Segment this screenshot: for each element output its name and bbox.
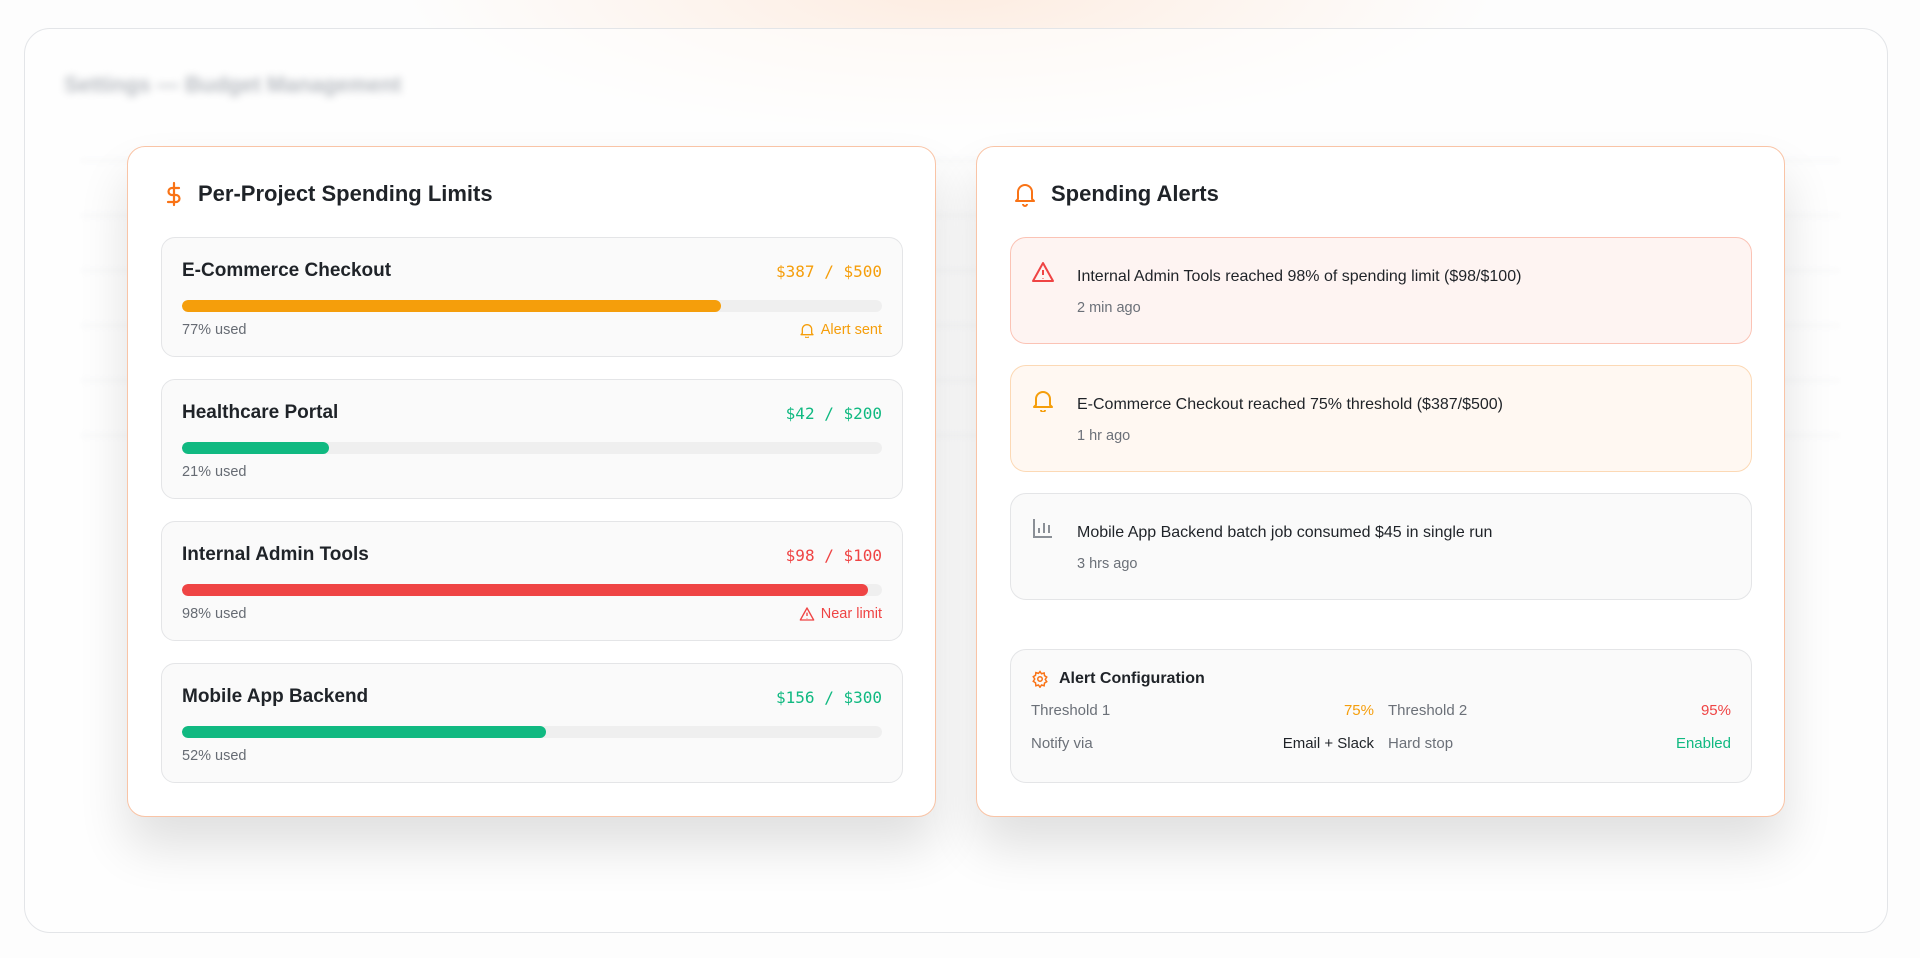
hard-stop[interactable]: Hard stop Enabled [1388,735,1731,752]
alert-time: 2 min ago [1077,300,1141,316]
config-title: Alert Configuration [1059,670,1205,687]
threshold-2-label: Threshold 2 [1388,702,1468,719]
usage-progress-fill [182,300,721,312]
project-name: Mobile App Backend [182,686,369,707]
background-table [80,160,1840,490]
gear-icon [1031,670,1049,688]
project-amount: $98 / $100 [785,545,882,565]
threshold-1-label: Threshold 1 [1031,702,1111,719]
project-amount: $156 / $300 [776,687,882,707]
threshold-2-value: 95% [1700,702,1731,719]
project-limit-row[interactable]: Healthcare Portal $42 / $200 21% used [161,379,903,499]
bell-icon [1031,388,1055,412]
alert-time: 3 hrs ago [1077,556,1138,572]
project-amount: $387 / $500 [776,261,882,281]
project-limit-row[interactable]: E-Commerce Checkout $387 / $500 77% used A… [161,237,903,357]
warning-icon [799,606,815,622]
usage-progress-fill [182,442,329,454]
project-limit-row[interactable]: Internal Admin Tools $98 / $100 98% used N… [161,521,903,641]
usage-percent: 77% used [182,322,247,338]
bar-chart-icon [1031,516,1055,540]
threshold-1-value: 75% [1343,702,1374,719]
alert-item[interactable]: E-Commerce Checkout reached 75% threshol… [1010,365,1752,472]
bell-icon [799,322,815,338]
project-name: Internal Admin Tools [182,544,369,565]
hard-stop-value: Enabled [1675,735,1731,752]
alert-item[interactable]: Mobile App Backend batch job consumed $4… [1010,493,1752,600]
alert-message: Mobile App Backend batch job consumed $4… [1077,524,1493,541]
alert-item[interactable]: Internal Admin Tools reached 98% of spen… [1010,237,1752,344]
notify-label: Notify via [1031,735,1093,752]
alert-message: Internal Admin Tools reached 98% of spen… [1077,268,1522,285]
alert-message: E-Commerce Checkout reached 75% threshol… [1077,396,1504,413]
status-flag-label: Near limit [820,606,882,622]
spending-alerts-card: Spending Alerts Internal Admin Tools rea… [976,146,1785,817]
status-flag: Alert sent [799,322,882,338]
usage-progress-fill [182,726,546,738]
warning-icon [1031,260,1055,284]
usage-progress-bar [182,584,882,596]
project-limit-row[interactable]: Mobile App Backend $156 / $300 52% used [161,663,903,783]
project-name: Healthcare Portal [182,402,339,423]
usage-percent: 98% used [182,606,247,622]
threshold-2[interactable]: Threshold 2 95% [1388,702,1731,719]
notify-value: Email + Slack [1282,735,1374,752]
project-amount: $42 / $200 [785,403,882,423]
usage-percent: 21% used [182,464,247,480]
usage-progress-bar [182,300,882,312]
dollar-icon [164,181,184,207]
usage-percent: 52% used [182,748,247,764]
status-flag-label: Alert sent [820,322,882,338]
notify-via[interactable]: Notify via Email + Slack [1031,735,1374,752]
status-flag: Near limit [799,606,882,622]
project-name: E-Commerce Checkout [182,260,392,281]
background-page-title: Settings — Budget Management [64,72,402,97]
threshold-1[interactable]: Threshold 1 75% [1031,702,1374,719]
usage-progress-bar [182,726,882,738]
spending-limits-card: Per-Project Spending Limits E-Commerce C… [127,146,936,817]
card-title: Per-Project Spending Limits [198,181,493,206]
alert-time: 1 hr ago [1077,428,1131,444]
hard-stop-label: Hard stop [1388,735,1454,752]
alert-configuration: Alert Configuration Threshold 1 75% Thres… [1010,649,1752,783]
bell-icon [1013,181,1037,207]
usage-progress-fill [182,584,868,596]
card-title: Spending Alerts [1051,181,1219,206]
usage-progress-bar [182,442,882,454]
